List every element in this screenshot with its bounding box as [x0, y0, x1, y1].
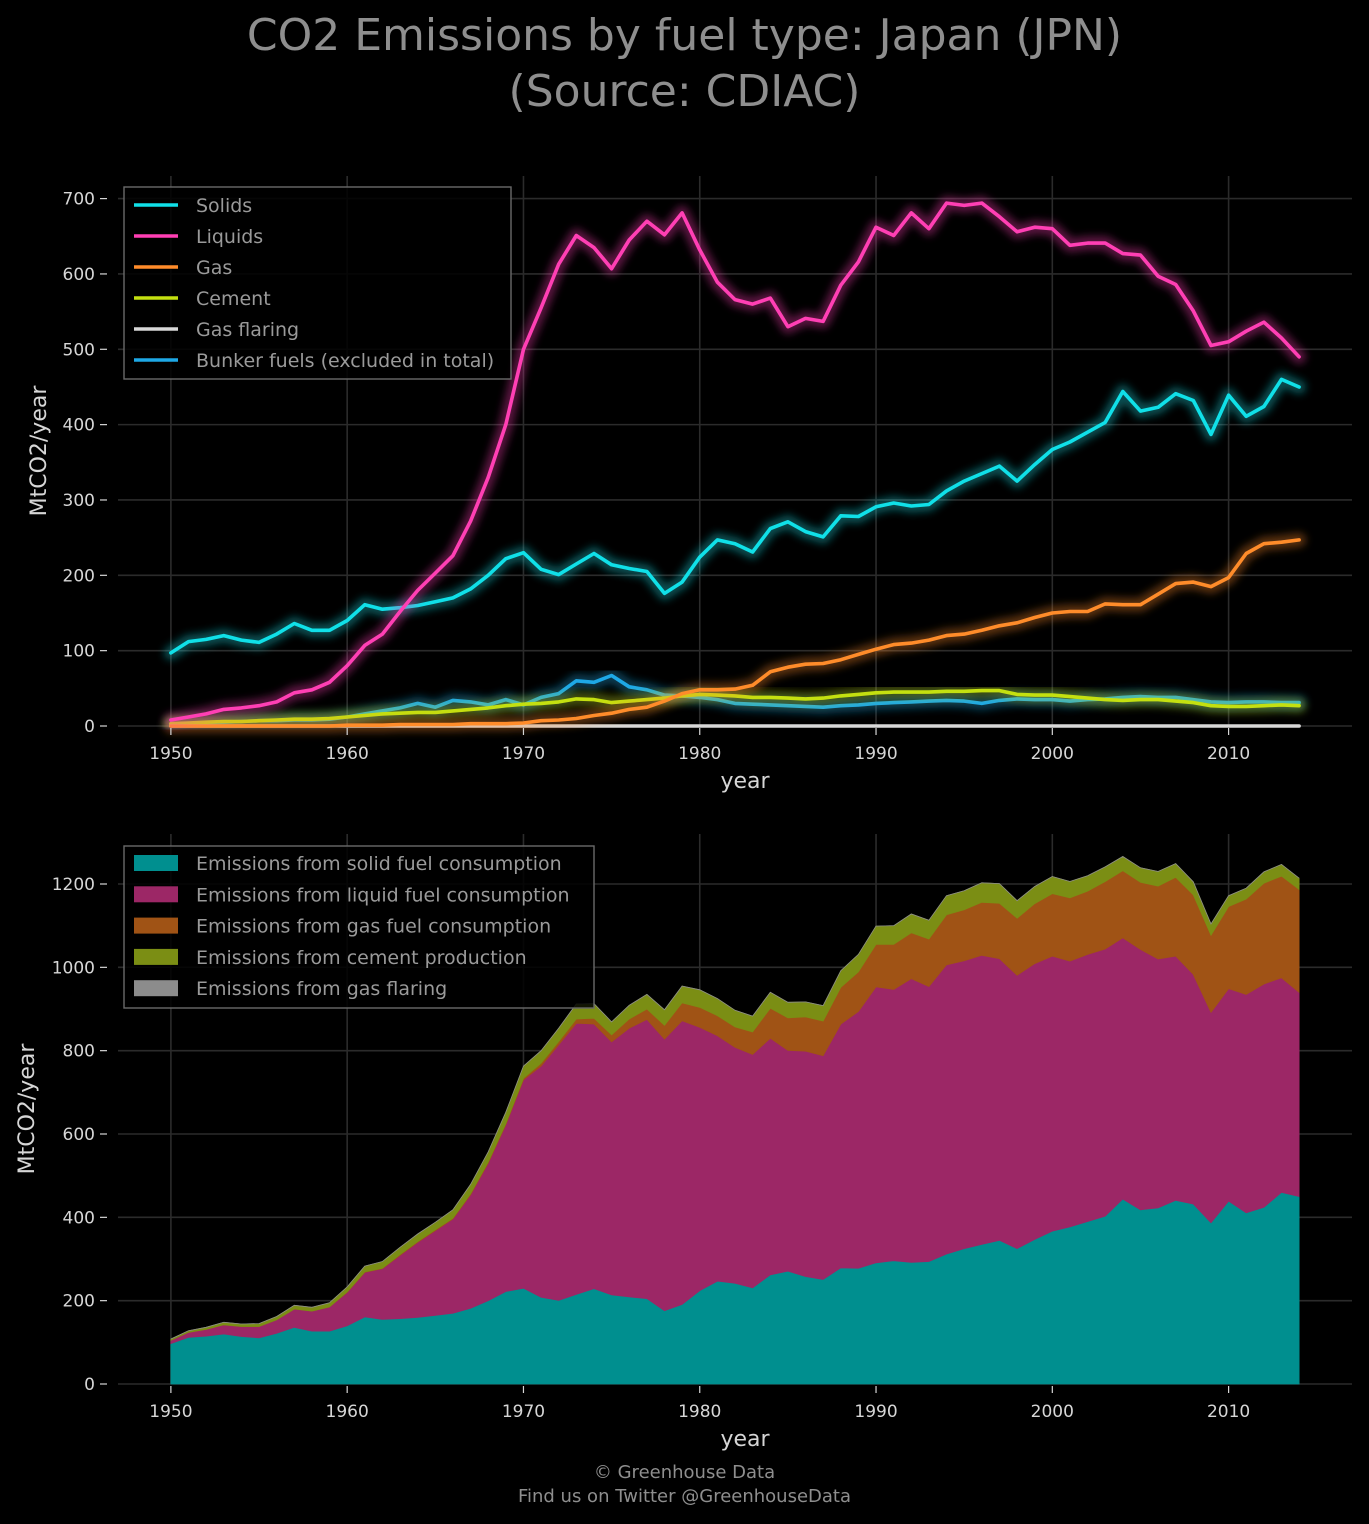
- legend-label: Liquids: [196, 226, 263, 248]
- legend-label: Emissions from solid fuel consumption: [196, 853, 562, 875]
- legend-label: Solids: [196, 195, 252, 217]
- x-tick-label: 1950: [149, 1402, 192, 1422]
- y-tick-label: 700: [63, 190, 95, 210]
- legend-swatch: [134, 917, 178, 934]
- legend-box: [123, 186, 512, 380]
- chart-title: CO2 Emissions by fuel type: Japan (JPN) …: [0, 8, 1369, 120]
- y-tick-label: 500: [63, 340, 95, 360]
- x-tick-label: 1970: [502, 744, 545, 764]
- x-tick-label: 2000: [1031, 744, 1074, 764]
- x-tick-label: 1990: [854, 744, 897, 764]
- legend-label: Cement: [196, 288, 271, 310]
- legend-label: Gas flaring: [196, 319, 299, 341]
- series-line: [169, 538, 1301, 728]
- y-axis-label: MtCO2/year: [15, 1043, 40, 1175]
- legend-label: Emissions from liquid fuel consumption: [196, 884, 570, 906]
- y-tick-label: 200: [63, 1292, 95, 1312]
- y-tick-label: 800: [63, 1042, 95, 1062]
- x-tick-label: 1960: [326, 744, 369, 764]
- series-glow: [163, 372, 1307, 660]
- y-tick-label: 0: [84, 717, 95, 737]
- y-tick-label: 400: [63, 1208, 95, 1228]
- series-line: [169, 201, 1301, 722]
- credit: © Greenhouse Data Find us on Twitter @Gr…: [0, 1461, 1369, 1509]
- legend-label: Emissions from gas fuel consumption: [196, 916, 551, 938]
- y-tick-label: 100: [63, 642, 95, 662]
- legend-label: Emissions from gas flaring: [196, 978, 447, 1000]
- axes: 1950 1960 1970 1980 1990 2000 2010 0 100 200 300 40…: [27, 190, 1250, 794]
- legend-swatch: [134, 886, 178, 903]
- x-tick-label: 2010: [1207, 1402, 1250, 1422]
- axes: 1950 1960 1970 1980 1990 2000 2010 0 200 400 600 80…: [15, 875, 1250, 1452]
- legend-label: Bunker fuels (excluded in total): [196, 350, 494, 372]
- legend-label: Emissions from cement production: [196, 947, 527, 969]
- legend-swatch: [134, 980, 178, 997]
- x-tick-label: 2010: [1207, 744, 1250, 764]
- x-tick-label: 1960: [326, 1402, 369, 1422]
- x-tick-label: 1980: [678, 744, 721, 764]
- legend-swatch: [134, 855, 178, 871]
- legend-label: Gas: [196, 257, 232, 279]
- legend: Emissions from solid fuel consumption Emi…: [123, 845, 595, 1009]
- y-tick-label: 200: [63, 566, 95, 586]
- y-tick-label: 600: [63, 265, 95, 285]
- y-tick-label: 0: [84, 1375, 95, 1395]
- y-tick-label: 400: [63, 416, 95, 436]
- legend-swatch: [134, 948, 178, 965]
- legend: Solids Liquids Gas Cement Gas flaring Bunker …: [123, 186, 512, 380]
- x-tick-label: 2000: [1031, 1402, 1074, 1422]
- y-tick-label: 300: [63, 491, 95, 511]
- credit-line1: © Greenhouse Data: [593, 1462, 776, 1483]
- x-tick-label: 1970: [502, 1402, 545, 1422]
- chart-title-line2: (Source: CDIAC): [508, 66, 861, 117]
- y-tick-label: 1000: [52, 958, 95, 978]
- x-tick-label: 1980: [678, 1402, 721, 1422]
- chart-title-line1: CO2 Emissions by fuel type: Japan (JPN): [246, 10, 1123, 61]
- y-axis-label: MtCO2/year: [27, 385, 52, 517]
- stacked-area-chart: 1950 1960 1970 1980 1990 2000 2010 0 200 400 600 80…: [15, 834, 1352, 1452]
- x-tick-label: 1990: [854, 1402, 897, 1422]
- x-tick-label: 1950: [149, 744, 192, 764]
- credit-line2: Find us on Twitter @GreenhouseData: [517, 1486, 852, 1507]
- x-axis-label: year: [720, 769, 770, 794]
- area-band: [170, 856, 1300, 1340]
- y-tick-label: 600: [63, 1125, 95, 1145]
- series-line: [169, 377, 1301, 655]
- legend-box: [123, 845, 595, 1009]
- y-tick-label: 1200: [52, 875, 95, 895]
- x-axis-label: year: [720, 1427, 770, 1452]
- line-chart: 1950 1960 1970 1980 1990 2000 2010 0 100 200 300 40…: [27, 176, 1352, 794]
